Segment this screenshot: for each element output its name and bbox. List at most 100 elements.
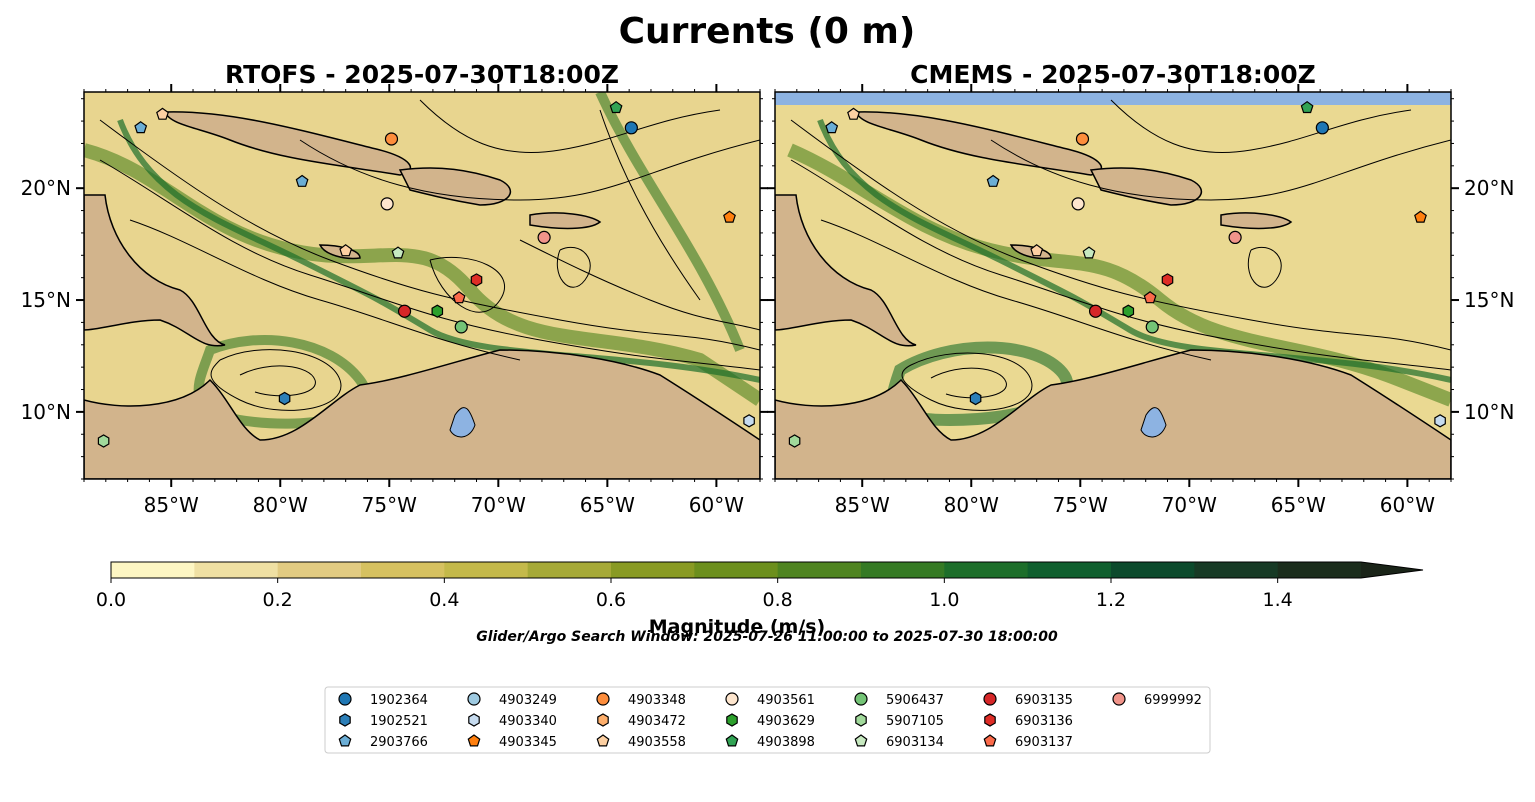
platform-2903766-marker [295,174,309,187]
legend-marker-4903629 [726,713,738,727]
platform-6903134-marker [391,246,405,259]
platform-4903898-marker [1300,100,1314,114]
colorbar: 0.0 0.2 0.4 0.6 0.8 1.0 1.2 1.4 Magnitude (m/s) [96,561,1424,638]
colorbar-tick-label: 0.6 [596,589,626,611]
platform-4903629-marker [431,304,444,318]
map-panel-cmems[interactable]: CMEMS - 2025-07-30T18:00Z [767,60,1514,517]
lon-tick-label: 65°W [1271,493,1326,517]
platform-markers-cmems [788,100,1446,448]
legend-marker-6903134 [854,734,868,747]
platform-4903348-marker [1075,132,1090,146]
platform-4903340-marker [1434,414,1446,428]
legend-item-4903345: 4903345 [467,734,557,750]
legend-label: 4903348 [628,693,686,708]
legend-label: 6903134 [886,735,944,750]
legend-item-1902364: 1902364 [338,692,428,708]
colorbar-bin [1111,562,1195,578]
legend-item-4903340: 4903340 [468,713,557,729]
lon-tick-label: 60°W [1380,493,1435,517]
colorbar-bin [1277,562,1362,578]
platform-5907105-marker [97,434,110,448]
legend-item-6903137: 6903137 [983,734,1073,750]
platform-6999992-marker [537,230,551,245]
legend-marker-4903348 [596,692,610,706]
platform-2903766-marker [825,121,839,134]
colorbar-bin [694,562,779,578]
legend-label: 4903898 [757,735,815,750]
colorbar-bin [111,562,195,578]
legend-marker-6999992 [1112,692,1126,706]
legend-label: 6903135 [1015,693,1073,708]
lon-tick-label: 85°W [835,493,890,517]
legend-item-4903561: 4903561 [725,692,815,708]
legend-marker-1902521 [339,713,351,727]
colorbar-bin [1194,562,1279,578]
platform-4903561-marker [380,197,394,211]
platform-2903766-marker [986,174,1000,187]
legend-item-4903558: 4903558 [596,734,686,750]
map-panel-rtofs[interactable]: RTOFS - 2025-07-30T18:00Z [21,60,768,517]
platform-4903558-marker [847,107,860,120]
legend-marker-6903135 [983,692,997,706]
legend-label: 4903629 [757,714,815,729]
colorbar-bin [861,562,945,578]
legend-item-6999992: 6999992 [1112,692,1202,708]
legend-label: 4903558 [628,735,686,750]
legend-item-1902521: 1902521 [339,713,428,729]
lat-tick-label: 10°N [1464,400,1514,424]
legend-label: 4903561 [757,693,815,708]
colorbar-bin [777,562,862,578]
colorbar-bin [1027,562,1112,578]
legend: 1902364 1902521 2903766 4903249 4903340 49033… [324,686,1211,754]
platform-4903345-marker [1414,210,1427,223]
colorbar-tick-label: 0.8 [763,589,793,611]
platform-4903558-marker [156,107,169,120]
platform-4903558-marker [339,244,353,257]
platform-6903137-marker [1143,291,1157,304]
platform-6903136-marker [470,273,483,287]
lat-tick-label: 15°N [21,288,71,312]
platform-1902521-marker [278,391,291,406]
legend-item-5907105: 5907105 [855,713,944,729]
legend-marker-4903561 [725,692,739,706]
legend-marker-5907105 [855,713,867,727]
panel-title-cmems: CMEMS - 2025-07-30T18:00Z [910,60,1316,89]
colorbar-tick-label: 0.2 [263,589,293,611]
colorbar-bin [194,562,279,578]
colorbar-bin [944,562,1029,578]
lon-tick-label: 85°W [144,493,199,517]
legend-item-4903472: 4903472 [597,713,686,729]
platform-4903348-marker [384,132,399,146]
legend-item-5906437: 5906437 [854,692,944,708]
legend-item-4903898: 4903898 [725,734,815,750]
platform-4903558-marker [1030,244,1044,257]
colorbar-tick-label: 0.0 [96,589,126,611]
legend-marker-4903345 [467,734,481,747]
lon-tick-label: 70°W [1162,493,1217,517]
platform-5906437-marker [454,320,468,334]
legend-label: 4903249 [499,693,557,708]
platform-1902364-marker [624,121,638,135]
platform-6999992-marker [1228,230,1242,245]
lon-tick-label: 60°W [689,493,744,517]
platform-1902364-marker [1315,121,1329,135]
legend-label: 2903766 [370,735,428,750]
platform-4903345-marker [723,210,736,223]
platform-6903134-marker [1082,246,1096,259]
platform-5907105-marker [788,434,801,448]
lon-tick-label: 80°W [944,493,999,517]
colorbar-label: Magnitude (m/s) [649,616,826,638]
figure-title: Currents (0 m) [619,11,916,52]
colorbar-bin [361,562,445,578]
legend-label: 1902521 [370,714,428,729]
colorbar-bin [277,562,362,578]
legend-item-6903134: 6903134 [854,734,944,750]
search-window-text: Glider/Argo Search Window: 2025-07-26 11… [476,629,1058,645]
legend-item-4903249: 4903249 [467,692,557,708]
legend-item-4903629: 4903629 [726,713,815,729]
map-frame-cmems [774,91,1452,480]
platform-6903136-marker [1161,273,1174,287]
legend-marker-1902364 [338,692,352,706]
legend-marker-6903136 [984,713,996,727]
